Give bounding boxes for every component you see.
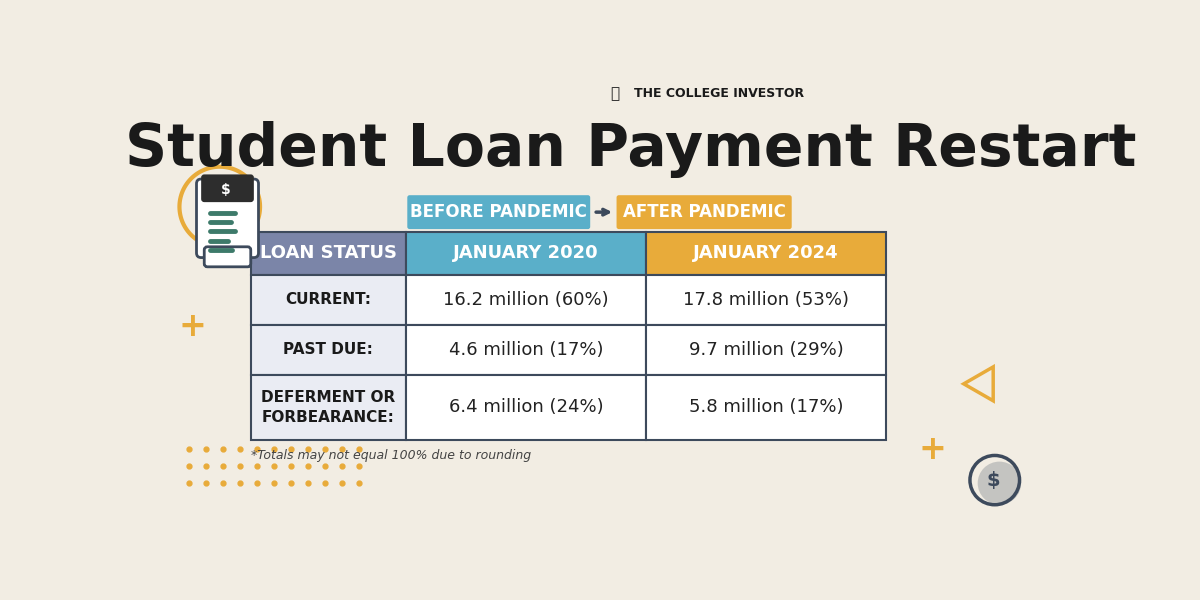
Text: JANUARY 2024: JANUARY 2024 [694,244,839,262]
Bar [406,325,646,374]
Bar [406,275,646,325]
Text: LOAN STATUS: LOAN STATUS [259,244,397,262]
FancyBboxPatch shape [197,179,258,257]
Text: 🎓: 🎓 [611,86,619,101]
Bar [251,275,406,325]
Text: 16.2 million (60%): 16.2 million (60%) [443,290,608,308]
FancyBboxPatch shape [407,195,590,229]
Bar [646,275,887,325]
Text: *Totals may not equal 100% due to rounding: *Totals may not equal 100% due to roundi… [251,449,530,462]
FancyBboxPatch shape [617,195,792,229]
Circle shape [978,461,1021,505]
Text: 9.7 million (29%): 9.7 million (29%) [689,341,844,359]
Text: CURRENT:: CURRENT: [286,292,371,307]
Bar [251,325,406,374]
FancyBboxPatch shape [202,175,254,202]
FancyBboxPatch shape [204,247,251,267]
Text: 5.8 million (17%): 5.8 million (17%) [689,398,844,416]
Text: 4.6 million (17%): 4.6 million (17%) [449,341,604,359]
Text: BEFORE PANDEMIC: BEFORE PANDEMIC [410,203,587,221]
Text: $: $ [221,183,230,197]
Text: PAST DUE:: PAST DUE: [283,342,373,357]
Bar [646,374,887,440]
Bar [646,325,887,374]
Text: Student Loan Payment Restart: Student Loan Payment Restart [125,121,1136,178]
Text: THE COLLEGE INVESTOR: THE COLLEGE INVESTOR [635,87,804,100]
Bar [646,232,887,275]
Bar [406,374,646,440]
Text: +: + [919,433,947,466]
Text: 17.8 million (53%): 17.8 million (53%) [683,290,850,308]
Text: +: + [179,310,206,343]
Text: JANUARY 2020: JANUARY 2020 [454,244,599,262]
Text: $: $ [986,470,1000,490]
Bar [251,232,406,275]
Text: 6.4 million (24%): 6.4 million (24%) [449,398,604,416]
Text: AFTER PANDEMIC: AFTER PANDEMIC [623,203,786,221]
Bar [251,374,406,440]
Bar [406,232,646,275]
Text: DEFERMENT OR
FORBEARANCE:: DEFERMENT OR FORBEARANCE: [262,390,395,425]
